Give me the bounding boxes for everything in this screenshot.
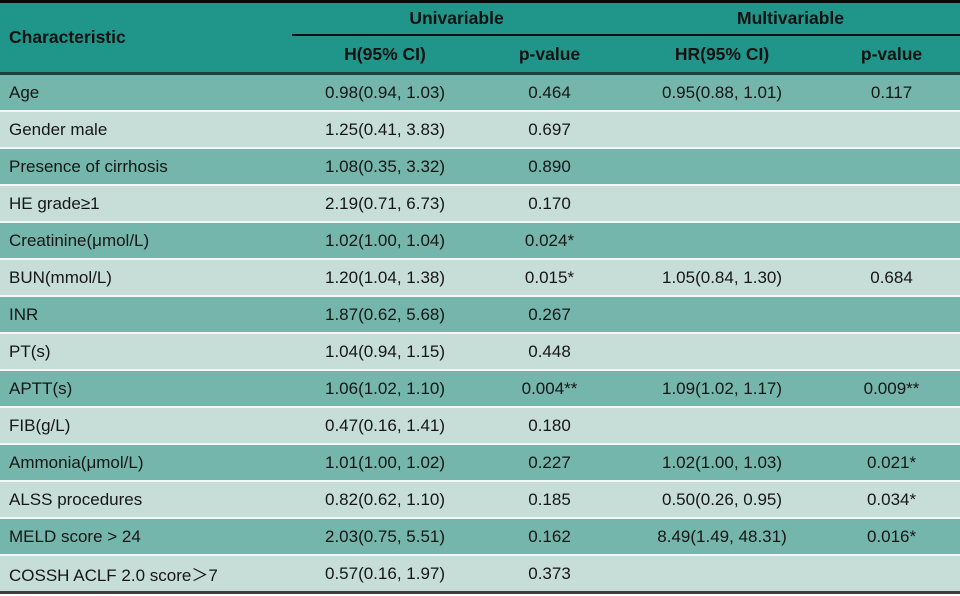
uni-hr-cell: 1.08(0.35, 3.32) (292, 149, 478, 186)
column-header-multi-pvalue: p-value (823, 36, 960, 75)
characteristic-cell: Age (0, 75, 292, 112)
multi-pvalue-cell: 0.021* (823, 445, 960, 482)
multi-hr-cell (621, 408, 824, 445)
multi-hr-cell: 8.49(1.49, 48.31) (621, 519, 824, 556)
uni-hr-cell: 0.82(0.62, 1.10) (292, 482, 478, 519)
uni-pvalue-cell: 0.464 (478, 75, 622, 112)
characteristic-cell: Creatinine(μmol/L) (0, 223, 292, 260)
uni-hr-cell: 1.87(0.62, 5.68) (292, 297, 478, 334)
multi-hr-cell: 1.02(1.00, 1.03) (621, 445, 824, 482)
table-row: APTT(s) 1.06(1.02, 1.10) 0.004** 1.09(1.… (0, 371, 960, 408)
column-header-characteristic: Characteristic (0, 3, 292, 75)
uni-hr-cell: 0.57(0.16, 1.97) (292, 556, 478, 591)
group-header-univariable: Univariable (292, 3, 622, 36)
multi-hr-cell: 0.50(0.26, 0.95) (621, 482, 824, 519)
multi-hr-cell: 0.95(0.88, 1.01) (621, 75, 824, 112)
uni-pvalue-cell: 0.267 (478, 297, 622, 334)
characteristic-cell: HE grade≥1 (0, 186, 292, 223)
uni-pvalue-cell: 0.170 (478, 186, 622, 223)
characteristic-cell: COSSH ACLF 2.0 score＞7 (0, 556, 292, 591)
multi-hr-cell (621, 186, 824, 223)
uni-hr-cell: 0.98(0.94, 1.03) (292, 75, 478, 112)
uni-pvalue-cell: 0.162 (478, 519, 622, 556)
uni-pvalue-cell: 0.890 (478, 149, 622, 186)
uni-hr-cell: 1.20(1.04, 1.38) (292, 260, 478, 297)
uni-pvalue-cell: 0.697 (478, 112, 622, 149)
uni-hr-cell: 1.25(0.41, 3.83) (292, 112, 478, 149)
uni-hr-cell: 1.02(1.00, 1.04) (292, 223, 478, 260)
table-row: MELD score > 24 2.03(0.75, 5.51) 0.162 8… (0, 519, 960, 556)
multi-pvalue-cell (823, 408, 960, 445)
uni-pvalue-cell: 0.015* (478, 260, 622, 297)
characteristic-cell: Gender male (0, 112, 292, 149)
table-row: Creatinine(μmol/L) 1.02(1.00, 1.04) 0.02… (0, 223, 960, 260)
uni-pvalue-cell: 0.448 (478, 334, 622, 371)
table-row: ALSS procedures 0.82(0.62, 1.10) 0.185 0… (0, 482, 960, 519)
table-body: Age 0.98(0.94, 1.03) 0.464 0.95(0.88, 1.… (0, 75, 960, 591)
characteristic-cell: FIB(g/L) (0, 408, 292, 445)
multi-pvalue-cell (823, 334, 960, 371)
multi-pvalue-cell (823, 223, 960, 260)
uni-hr-cell: 1.01(1.00, 1.02) (292, 445, 478, 482)
characteristic-cell: ALSS procedures (0, 482, 292, 519)
characteristic-cell: PT(s) (0, 334, 292, 371)
table-header: Characteristic Univariable Multivariable… (0, 3, 960, 75)
multi-hr-cell (621, 149, 824, 186)
table-row: Presence of cirrhosis 1.08(0.35, 3.32) 0… (0, 149, 960, 186)
multi-hr-cell: 1.05(0.84, 1.30) (621, 260, 824, 297)
table-row: Age 0.98(0.94, 1.03) 0.464 0.95(0.88, 1.… (0, 75, 960, 112)
table-row: HE grade≥1 2.19(0.71, 6.73) 0.170 (0, 186, 960, 223)
characteristic-cell: Ammonia(μmol/L) (0, 445, 292, 482)
table-row: Ammonia(μmol/L) 1.01(1.00, 1.02) 0.227 1… (0, 445, 960, 482)
uni-hr-cell: 0.47(0.16, 1.41) (292, 408, 478, 445)
multi-hr-cell (621, 334, 824, 371)
multi-pvalue-cell: 0.016* (823, 519, 960, 556)
uni-pvalue-cell: 0.004** (478, 371, 622, 408)
table-row: BUN(mmol/L) 1.20(1.04, 1.38) 0.015* 1.05… (0, 260, 960, 297)
table-row: FIB(g/L) 0.47(0.16, 1.41) 0.180 (0, 408, 960, 445)
characteristic-cell: Presence of cirrhosis (0, 149, 292, 186)
multi-hr-cell (621, 112, 824, 149)
multi-pvalue-cell (823, 149, 960, 186)
multi-pvalue-cell (823, 112, 960, 149)
uni-pvalue-cell: 0.373 (478, 556, 622, 591)
uni-hr-cell: 2.19(0.71, 6.73) (292, 186, 478, 223)
multi-pvalue-cell (823, 186, 960, 223)
table-row: COSSH ACLF 2.0 score＞7 0.57(0.16, 1.97) … (0, 556, 960, 591)
multi-pvalue-cell: 0.684 (823, 260, 960, 297)
uni-hr-cell: 1.06(1.02, 1.10) (292, 371, 478, 408)
table-row: INR 1.87(0.62, 5.68) 0.267 (0, 297, 960, 334)
characteristic-cell: INR (0, 297, 292, 334)
multi-hr-cell: 1.09(1.02, 1.17) (621, 371, 824, 408)
uni-hr-cell: 1.04(0.94, 1.15) (292, 334, 478, 371)
characteristic-cell: APTT(s) (0, 371, 292, 408)
characteristic-cell: BUN(mmol/L) (0, 260, 292, 297)
multi-pvalue-cell: 0.009** (823, 371, 960, 408)
uni-pvalue-cell: 0.185 (478, 482, 622, 519)
multi-pvalue-cell: 0.117 (823, 75, 960, 112)
table-row: Gender male 1.25(0.41, 3.83) 0.697 (0, 112, 960, 149)
multi-pvalue-cell: 0.034* (823, 482, 960, 519)
uni-pvalue-cell: 0.227 (478, 445, 622, 482)
table-row: PT(s) 1.04(0.94, 1.15) 0.448 (0, 334, 960, 371)
multi-pvalue-cell (823, 556, 960, 591)
uni-pvalue-cell: 0.180 (478, 408, 622, 445)
uni-pvalue-cell: 0.024* (478, 223, 622, 260)
column-header-uni-pvalue: p-value (478, 36, 622, 75)
column-header-multi-hr: HR(95% CI) (621, 36, 824, 75)
multi-hr-cell (621, 556, 824, 591)
characteristic-cell: MELD score > 24 (0, 519, 292, 556)
column-header-uni-hr: H(95% CI) (292, 36, 478, 75)
multi-pvalue-cell (823, 297, 960, 334)
uni-hr-cell: 2.03(0.75, 5.51) (292, 519, 478, 556)
multi-hr-cell (621, 223, 824, 260)
multi-hr-cell (621, 297, 824, 334)
group-header-multivariable: Multivariable (621, 3, 960, 36)
